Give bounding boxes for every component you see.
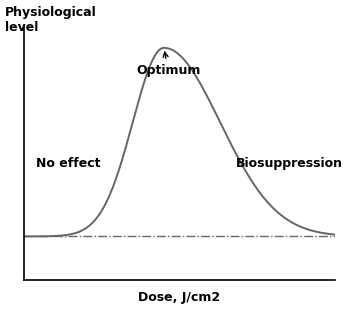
Text: Biosuppression: Biosuppression [235,157,343,170]
X-axis label: Dose, J/cm2: Dose, J/cm2 [139,291,221,304]
Text: Physiological
level: Physiological level [5,6,97,34]
Text: No effect: No effect [36,157,101,170]
Text: Optimum: Optimum [136,52,200,77]
